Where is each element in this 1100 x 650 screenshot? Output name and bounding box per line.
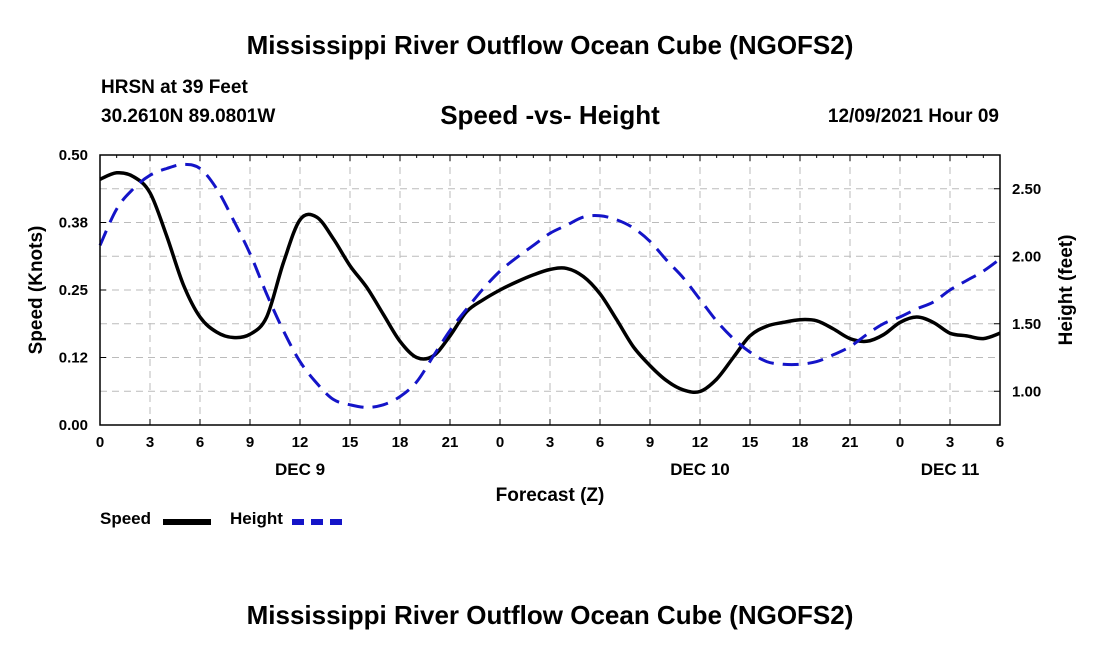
x-tick-label: 9 xyxy=(646,434,654,451)
y2-tick-label: 2.00 xyxy=(1012,248,1041,265)
x-tick-label: 0 xyxy=(96,434,104,451)
tick-labels: 0 3 6 9 12 15 18 21 0 3 6 9 12 15 18 21 0 3 6 DEC 9 DEC 10 DE… xyxy=(59,147,1041,479)
y-tick-label: 0.00 xyxy=(59,417,88,434)
date-label: DEC 10 xyxy=(670,460,730,479)
speed-series-line xyxy=(99,170,1001,395)
y2-axis-title: Height (feet) xyxy=(1056,235,1077,346)
x-tick-label: 18 xyxy=(392,434,409,451)
x-tick-label: 12 xyxy=(292,434,309,451)
date-label: DEC 9 xyxy=(275,460,325,479)
x-tick-label: 0 xyxy=(896,434,904,451)
y-tick-label: 0.38 xyxy=(59,215,88,232)
x-tick-label: 15 xyxy=(742,434,759,451)
x-tick-label: 15 xyxy=(342,434,359,451)
legend-height-label: Height xyxy=(230,509,283,528)
y2-tick-label: 2.50 xyxy=(1012,181,1041,198)
station-label: HRSN at 39 Feet xyxy=(101,77,248,98)
plot-frame xyxy=(99,154,1001,426)
x-tick-label: 0 xyxy=(496,434,504,451)
y-tick-label: 0.12 xyxy=(59,350,88,367)
coordinates-label: 30.2610N 89.0801W xyxy=(101,106,276,127)
x-axis-title: Forecast (Z) xyxy=(496,485,605,506)
y2-tick-label: 1.50 xyxy=(1012,316,1041,333)
chart-subtitle: Speed -vs- Height xyxy=(440,100,660,130)
x-tick-label: 6 xyxy=(996,434,1004,451)
chart-title: Mississippi River Outflow Ocean Cube (NG… xyxy=(246,30,854,60)
series xyxy=(98,162,1001,409)
footer-title: Mississippi River Outflow Ocean Cube (NG… xyxy=(246,600,854,630)
legend-height-swatch xyxy=(292,519,342,525)
y-tick-label: 0.25 xyxy=(59,282,88,299)
height-series-line xyxy=(98,162,1001,409)
y-axis-title: Speed (Knots) xyxy=(26,226,47,355)
x-tick-label: 12 xyxy=(692,434,709,451)
x-tick-label: 3 xyxy=(146,434,154,451)
x-tick-label: 3 xyxy=(546,434,554,451)
legend-speed-swatch xyxy=(163,519,211,525)
x-tick-label: 9 xyxy=(246,434,254,451)
grid xyxy=(100,155,1000,425)
y2-tick-label: 1.00 xyxy=(1012,383,1041,400)
y-tick-label: 0.50 xyxy=(59,147,88,164)
legend-speed-label: Speed xyxy=(100,509,152,528)
x-tick-label: 21 xyxy=(442,434,459,451)
x-tick-label: 6 xyxy=(196,434,204,451)
forecast-datetime: 12/09/2021 Hour 09 xyxy=(827,106,999,127)
x-tick-label: 3 xyxy=(946,434,954,451)
x-tick-label: 18 xyxy=(792,434,809,451)
x-tick-label: 6 xyxy=(596,434,604,451)
date-label: DEC 11 xyxy=(921,460,980,479)
x-tick-label: 21 xyxy=(842,434,859,451)
